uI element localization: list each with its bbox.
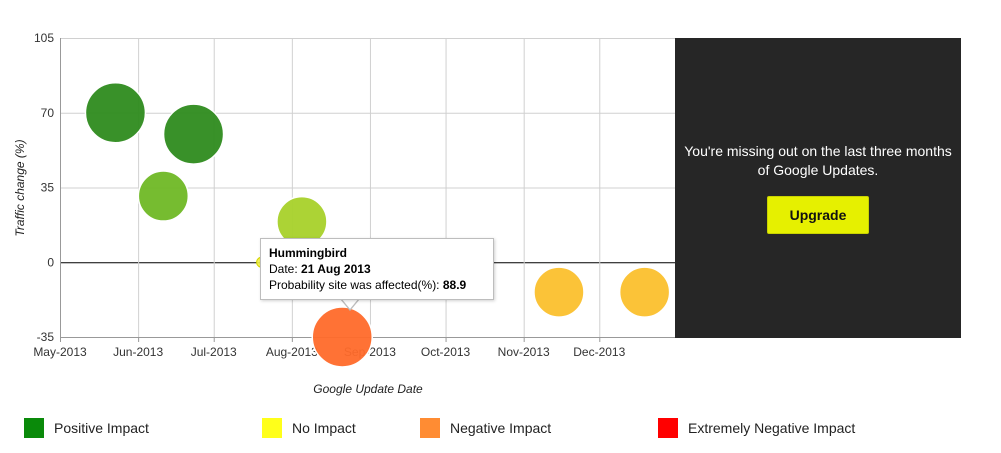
legend-label-no-impact: No Impact: [292, 420, 356, 436]
tooltip: Hummingbird Date: 21 Aug 2013 Probabilit…: [260, 238, 494, 300]
x-tick-label: Jul-2013: [191, 345, 237, 359]
bubble: [533, 266, 585, 318]
bubble: [618, 266, 671, 318]
tooltip-pointer-fill: [341, 298, 359, 309]
tooltip-date-value: 21 Aug 2013: [301, 262, 371, 276]
upgrade-overlay: You're missing out on the last three mon…: [675, 38, 961, 338]
y-tick-label: 70: [41, 106, 55, 120]
upgrade-message: You're missing out on the last three mon…: [675, 142, 961, 180]
legend-item-no-impact[interactable]: No Impact: [262, 417, 356, 439]
legend-swatch-no-impact: [262, 418, 282, 438]
bubble: [311, 306, 373, 368]
bubble: [137, 170, 190, 222]
y-tick-label: 105: [34, 31, 54, 45]
y-tick-label: 35: [41, 181, 55, 195]
x-tick-label: Aug-2013: [266, 345, 318, 359]
legend-item-extremely-negative[interactable]: Extremely Negative Impact: [658, 417, 855, 439]
legend-item-positive[interactable]: Positive Impact: [24, 417, 149, 439]
y-tick-label: -35: [37, 330, 55, 344]
legend-swatch-extremely-negative: [658, 418, 678, 438]
x-tick-label: Nov-2013: [498, 345, 550, 359]
tooltip-date-label: Date:: [269, 262, 298, 276]
legend-label-negative: Negative Impact: [450, 420, 552, 436]
y-tick-label: 0: [47, 255, 54, 269]
upgrade-message-line-2: of Google Updates.: [757, 162, 879, 178]
upgrade-button[interactable]: Upgrade: [767, 196, 869, 234]
upgrade-message-line-1: You're missing out on the last three mon…: [684, 143, 952, 159]
legend-label-positive: Positive Impact: [54, 420, 149, 436]
x-tick-label: May-2013: [33, 345, 87, 359]
legend-label-extremely-negative: Extremely Negative Impact: [688, 420, 856, 436]
bubbles: [84, 82, 671, 368]
tooltip-date: Date: 21 Aug 2013: [269, 261, 485, 277]
tooltip-probability-value: 88.9: [442, 278, 467, 292]
y-axis-title: Traffic change (%): [13, 139, 27, 236]
tooltip-probability: Probability site was affected(%): 88.9: [269, 277, 485, 293]
tooltip-title: Hummingbird: [269, 246, 347, 260]
tooltip-probability-label: Probability site was affected(%):: [269, 278, 440, 292]
bubble: [84, 82, 147, 144]
legend-item-negative[interactable]: Negative Impact: [420, 417, 551, 439]
x-tick-label: Oct-2013: [421, 345, 471, 359]
legend-swatch-negative: [420, 418, 440, 438]
bubble: [162, 103, 225, 165]
x-tick-label: Jun-2013: [113, 345, 163, 359]
x-tick-label: Dec-2013: [573, 345, 625, 359]
legend-swatch-positive: [24, 418, 44, 438]
x-axis-title: Google Update Date: [313, 382, 423, 396]
